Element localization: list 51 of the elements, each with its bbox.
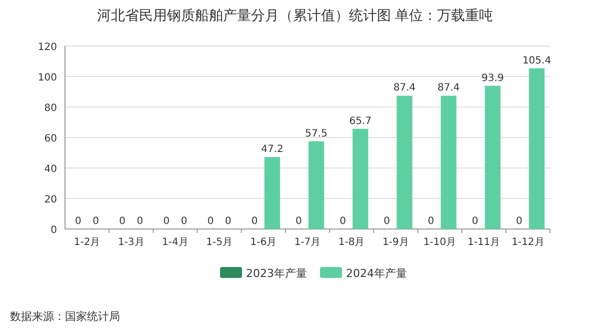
- data-label: 105.4: [522, 55, 552, 66]
- bar: [528, 68, 545, 229]
- x-tick-label: 1-11月: [468, 237, 500, 248]
- data-label: 87.4: [393, 82, 416, 94]
- legend-label: 2024年产量: [346, 267, 407, 280]
- bar: [440, 96, 456, 229]
- source-note: 数据来源：国家统计局: [10, 310, 120, 323]
- bar: [484, 86, 500, 229]
- data-label: 0: [75, 216, 82, 227]
- x-tick-label: 1-6月: [250, 237, 277, 248]
- x-tick-label: 1-3月: [118, 237, 144, 248]
- bar: [308, 141, 324, 229]
- data-label: 0: [207, 216, 214, 227]
- data-label: 0: [516, 216, 522, 227]
- data-label: 0: [119, 216, 126, 227]
- x-tick-label: 1-5月: [206, 237, 232, 248]
- y-tick-label: 60: [44, 134, 57, 144]
- data-label: 65.7: [349, 116, 372, 127]
- bar: [396, 96, 412, 229]
- x-tick-label: 1-12月: [512, 237, 544, 248]
- y-tick-label: 100: [38, 72, 57, 84]
- x-tick-label: 1-4月: [162, 237, 188, 248]
- data-label: 0: [163, 216, 170, 227]
- data-label: 0: [340, 216, 346, 227]
- x-tick-label: 1-7月: [294, 237, 321, 248]
- chart-title: 河北省民用钢质船舶产量分月（累计值）统计图 单位：万载重吨: [96, 8, 494, 24]
- data-label: 87.4: [437, 82, 460, 94]
- bar: [352, 128, 368, 229]
- data-label: 0: [224, 216, 232, 227]
- data-label: 0: [136, 216, 144, 227]
- x-tick-label: 1-9月: [382, 237, 409, 248]
- data-label: 57.5: [305, 128, 328, 140]
- data-label: 0: [180, 216, 188, 227]
- x-tick-label: 1-8月: [338, 237, 365, 248]
- data-label: 0: [384, 216, 390, 227]
- data-label: 0: [472, 216, 478, 227]
- y-tick-label: 80: [44, 103, 57, 114]
- y-tick-label: 40: [44, 164, 57, 175]
- x-tick-label: 1-10月: [423, 237, 456, 248]
- data-label: 93.9: [482, 72, 504, 84]
- data-label: 0: [251, 216, 258, 227]
- data-label: 47.2: [261, 144, 284, 156]
- data-label: 0: [428, 216, 434, 227]
- y-tick-label: 0: [50, 225, 57, 236]
- y-tick-label: 120: [38, 42, 57, 53]
- data-label: 0: [92, 216, 100, 227]
- data-label: 0: [295, 216, 302, 227]
- legend-label: 2023年产量: [246, 267, 307, 280]
- y-tick-label: 20: [44, 194, 57, 206]
- x-tick-label: 1-2月: [74, 237, 100, 248]
- bar: [264, 157, 280, 229]
